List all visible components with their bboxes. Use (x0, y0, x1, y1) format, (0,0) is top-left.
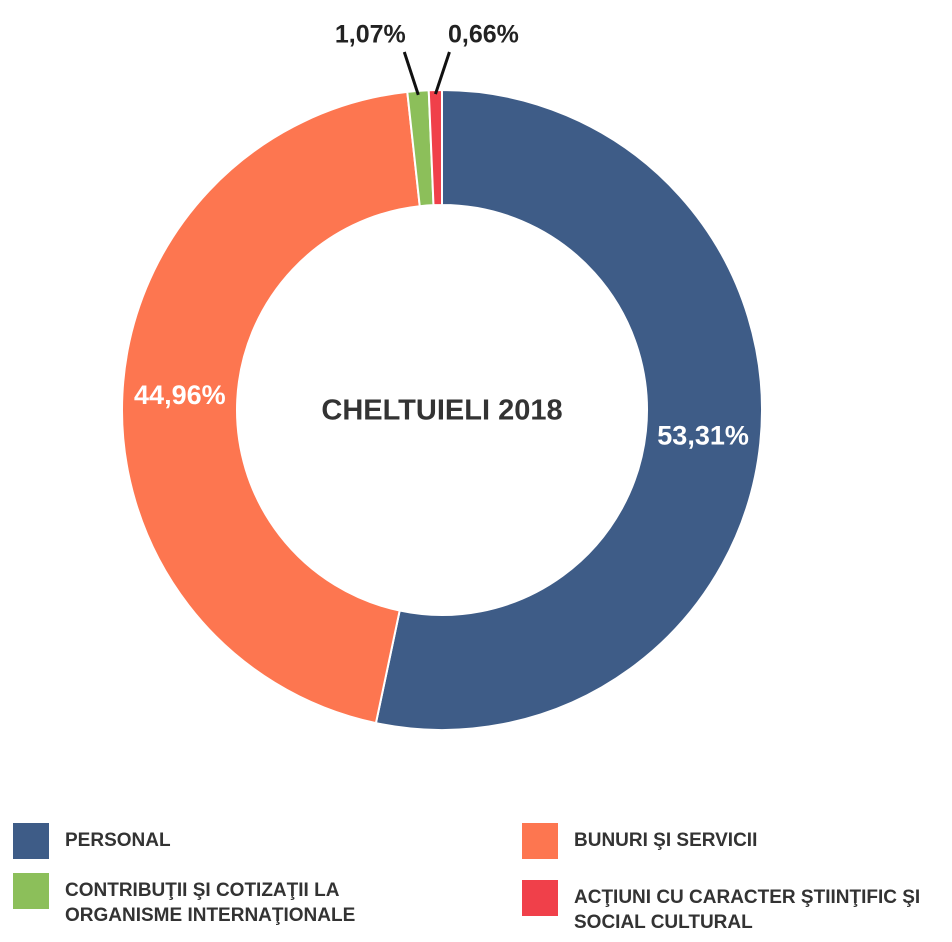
legend-swatch (522, 823, 558, 859)
legend-item: PERSONAL (13, 823, 405, 859)
chart-title: CHELTUIELI 2018 (321, 395, 562, 427)
slice (427, 88, 443, 207)
legend-label: ACŢIUNI CU CARACTER ŞTIINŢIFIC ŞI SOCIAL… (574, 887, 921, 933)
legend-item: ACŢIUNI CU CARACTER ŞTIINŢIFIC ŞI SOCIAL… (522, 880, 952, 935)
leader-line (434, 51, 451, 95)
legend-swatch (522, 880, 558, 916)
slice (121, 90, 421, 725)
data-label: 53,31% (657, 420, 749, 450)
legend-label: CONTRIBUŢII ŞI COTIZAŢII LA ORGANISME IN… (65, 880, 356, 926)
data-label: 44,96% (134, 380, 226, 410)
legend-item: CONTRIBUŢII ŞI COTIZAŢII LA ORGANISME IN… (13, 873, 405, 928)
leader-line (402, 51, 420, 96)
slice (374, 88, 763, 731)
legend-label: BUNURI ŞI SERVICII (574, 830, 758, 851)
chart: CHELTUIELI 2018 53,31% 44,96% 1,07% 0,66% (121, 21, 763, 731)
legend-swatch (13, 873, 49, 909)
legend-item: BUNURI ŞI SERVICII (522, 823, 952, 859)
legend-label: PERSONAL (65, 830, 171, 851)
data-label: 1,07% (335, 21, 406, 49)
data-label: 0,66% (448, 21, 519, 49)
legend-swatch (13, 823, 49, 859)
